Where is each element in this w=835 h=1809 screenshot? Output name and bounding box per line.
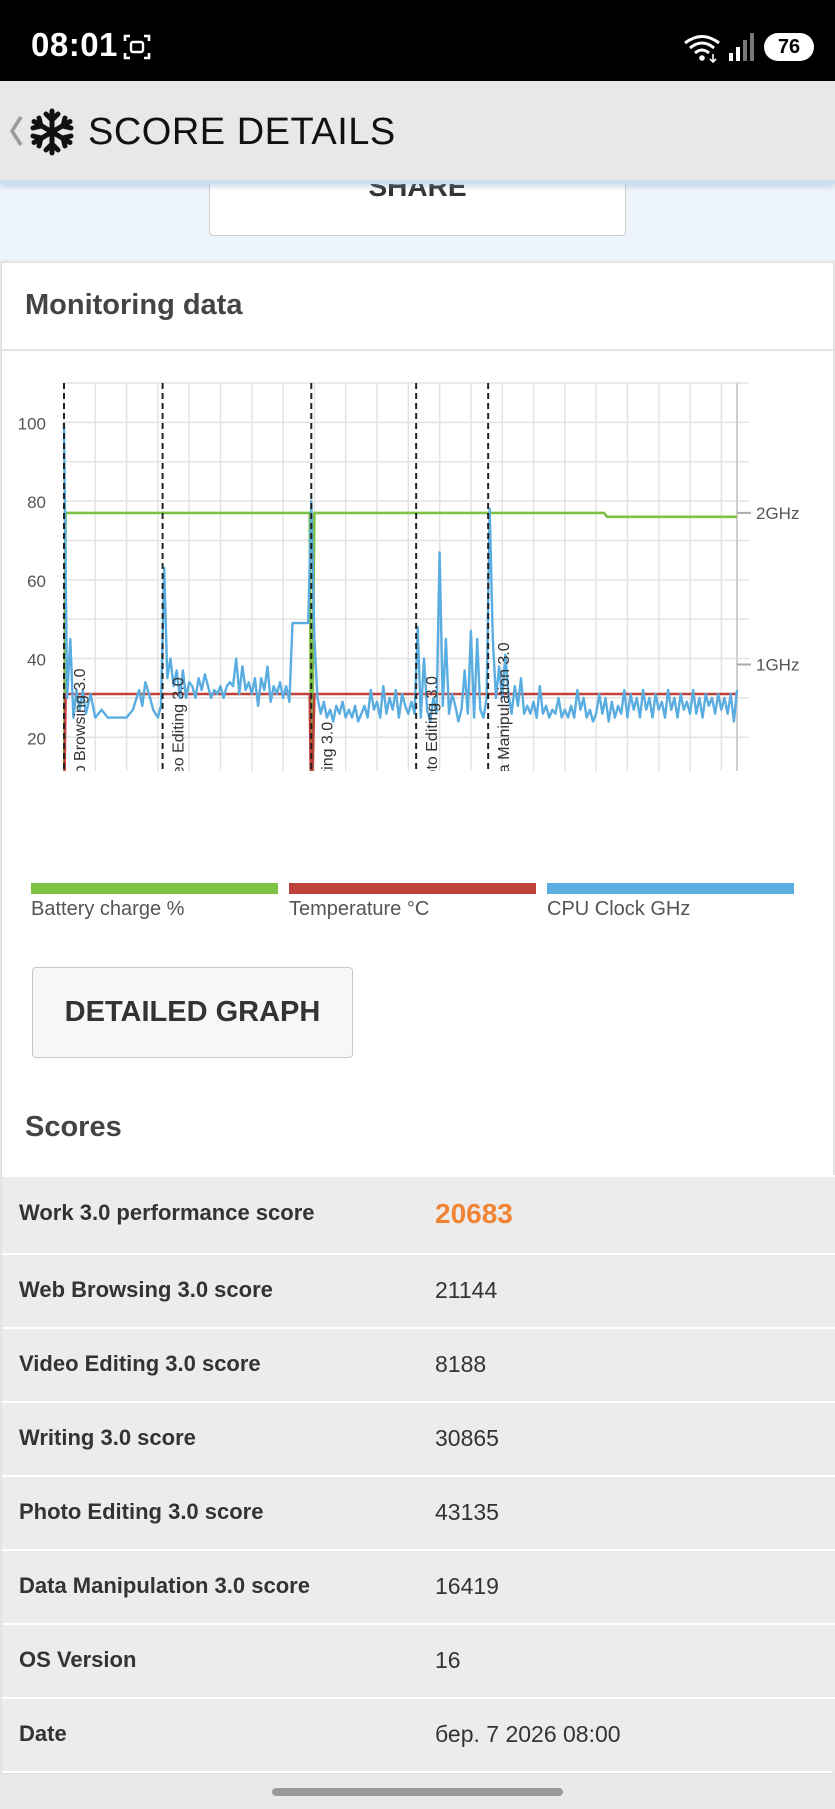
score-value: 16 — [435, 1647, 461, 1673]
app-bar: SCORE DETAILS — [0, 81, 835, 184]
legend-label-battery: Battery charge % — [31, 898, 185, 920]
table-row: Data Manipulation 3.0 score 16419 — [2, 1549, 835, 1623]
legend-swatch-battery — [31, 883, 278, 894]
table-row: Web Browsing 3.0 score 21144 — [2, 1253, 835, 1327]
scores-table: Work 3.0 performance score 20683 Web Bro… — [2, 1175, 835, 1771]
status-time: 08:01 — [31, 26, 118, 63]
segment-label: Photo Editing 3.0 — [424, 676, 441, 771]
status-bar: 08:01 76 — [0, 0, 835, 81]
score-label: Web Browsing 3.0 score — [19, 1277, 273, 1302]
table-row: Work 3.0 performance score 20683 — [2, 1175, 835, 1253]
monitoring-title: Monitoring data — [25, 289, 243, 321]
series-line — [62, 511, 737, 771]
table-row: Date бер. 7 2026 08:00 — [2, 1697, 835, 1771]
y-tick-label: 80 — [27, 493, 46, 512]
right-tick-label: 1GHz — [756, 655, 799, 674]
back-chevron-icon[interactable] — [6, 111, 26, 151]
table-row: OS Version 16 — [2, 1623, 835, 1697]
scores-title: Scores — [25, 1111, 122, 1143]
table-row: Video Editing 3.0 score 8188 — [2, 1327, 835, 1401]
divider — [2, 349, 835, 351]
battery-icon: 76 — [764, 33, 814, 61]
score-label: Date — [19, 1721, 67, 1746]
score-value: 21144 — [435, 1277, 498, 1303]
legend-battery: Battery charge % — [31, 883, 278, 921]
wifi-icon — [684, 35, 720, 64]
score-details-card: Monitoring data 204060801001GHz2GHz00:00… — [1, 262, 835, 1774]
segment-label: Data Manipulation 3.0 — [496, 642, 513, 771]
legend-label-temperature: Temperature °C — [289, 898, 430, 920]
table-row: Writing 3.0 score 30865 — [2, 1401, 835, 1475]
legend-temperature: Temperature °C — [289, 883, 536, 921]
page-title: SCORE DETAILS — [88, 111, 396, 153]
score-label: Writing 3.0 score — [19, 1425, 196, 1450]
score-value: 20683 — [435, 1198, 513, 1229]
monitoring-chart: 204060801001GHz2GHz00:0001:4003:2005:000… — [18, 382, 799, 771]
y-tick-label: 40 — [27, 651, 46, 670]
segment-label: Web Browsing 3.0 — [72, 668, 89, 771]
legend-swatch-temperature — [289, 883, 536, 894]
score-label: OS Version — [19, 1647, 137, 1672]
score-label: Work 3.0 performance score — [19, 1200, 315, 1225]
score-value: 30865 — [435, 1425, 499, 1451]
gesture-nav-handle[interactable] — [272, 1788, 563, 1796]
score-label: Video Editing 3.0 score — [19, 1351, 261, 1376]
snowflake-logo-icon — [30, 108, 74, 156]
score-value: 43135 — [435, 1499, 499, 1525]
table-row: Photo Editing 3.0 score 43135 — [2, 1475, 835, 1549]
y-tick-label: 20 — [27, 729, 46, 748]
detailed-graph-button[interactable]: DETAILED GRAPH — [32, 967, 353, 1058]
score-label: Photo Editing 3.0 score — [19, 1499, 264, 1524]
segment-label: Writing 3.0 — [319, 722, 336, 771]
share-area: SHARE — [0, 166, 835, 260]
y-tick-label: 60 — [27, 572, 46, 591]
legend-label-cpu: CPU Clock GHz — [547, 898, 691, 920]
score-value: 16419 — [435, 1573, 499, 1599]
legend-cpu: CPU Clock GHz — [547, 883, 794, 921]
score-value: бер. 7 2026 08:00 — [435, 1721, 621, 1747]
legend-swatch-cpu — [547, 883, 794, 894]
score-value: 8188 — [435, 1351, 487, 1377]
screen-record-icon — [123, 34, 151, 60]
y-tick-label: 100 — [18, 414, 46, 433]
score-label: Data Manipulation 3.0 score — [19, 1573, 310, 1598]
right-tick-label: 2GHz — [756, 504, 799, 523]
signal-icon — [729, 33, 754, 61]
series-line — [62, 422, 739, 723]
segment-label: Video Editing 3.0 — [171, 677, 188, 771]
